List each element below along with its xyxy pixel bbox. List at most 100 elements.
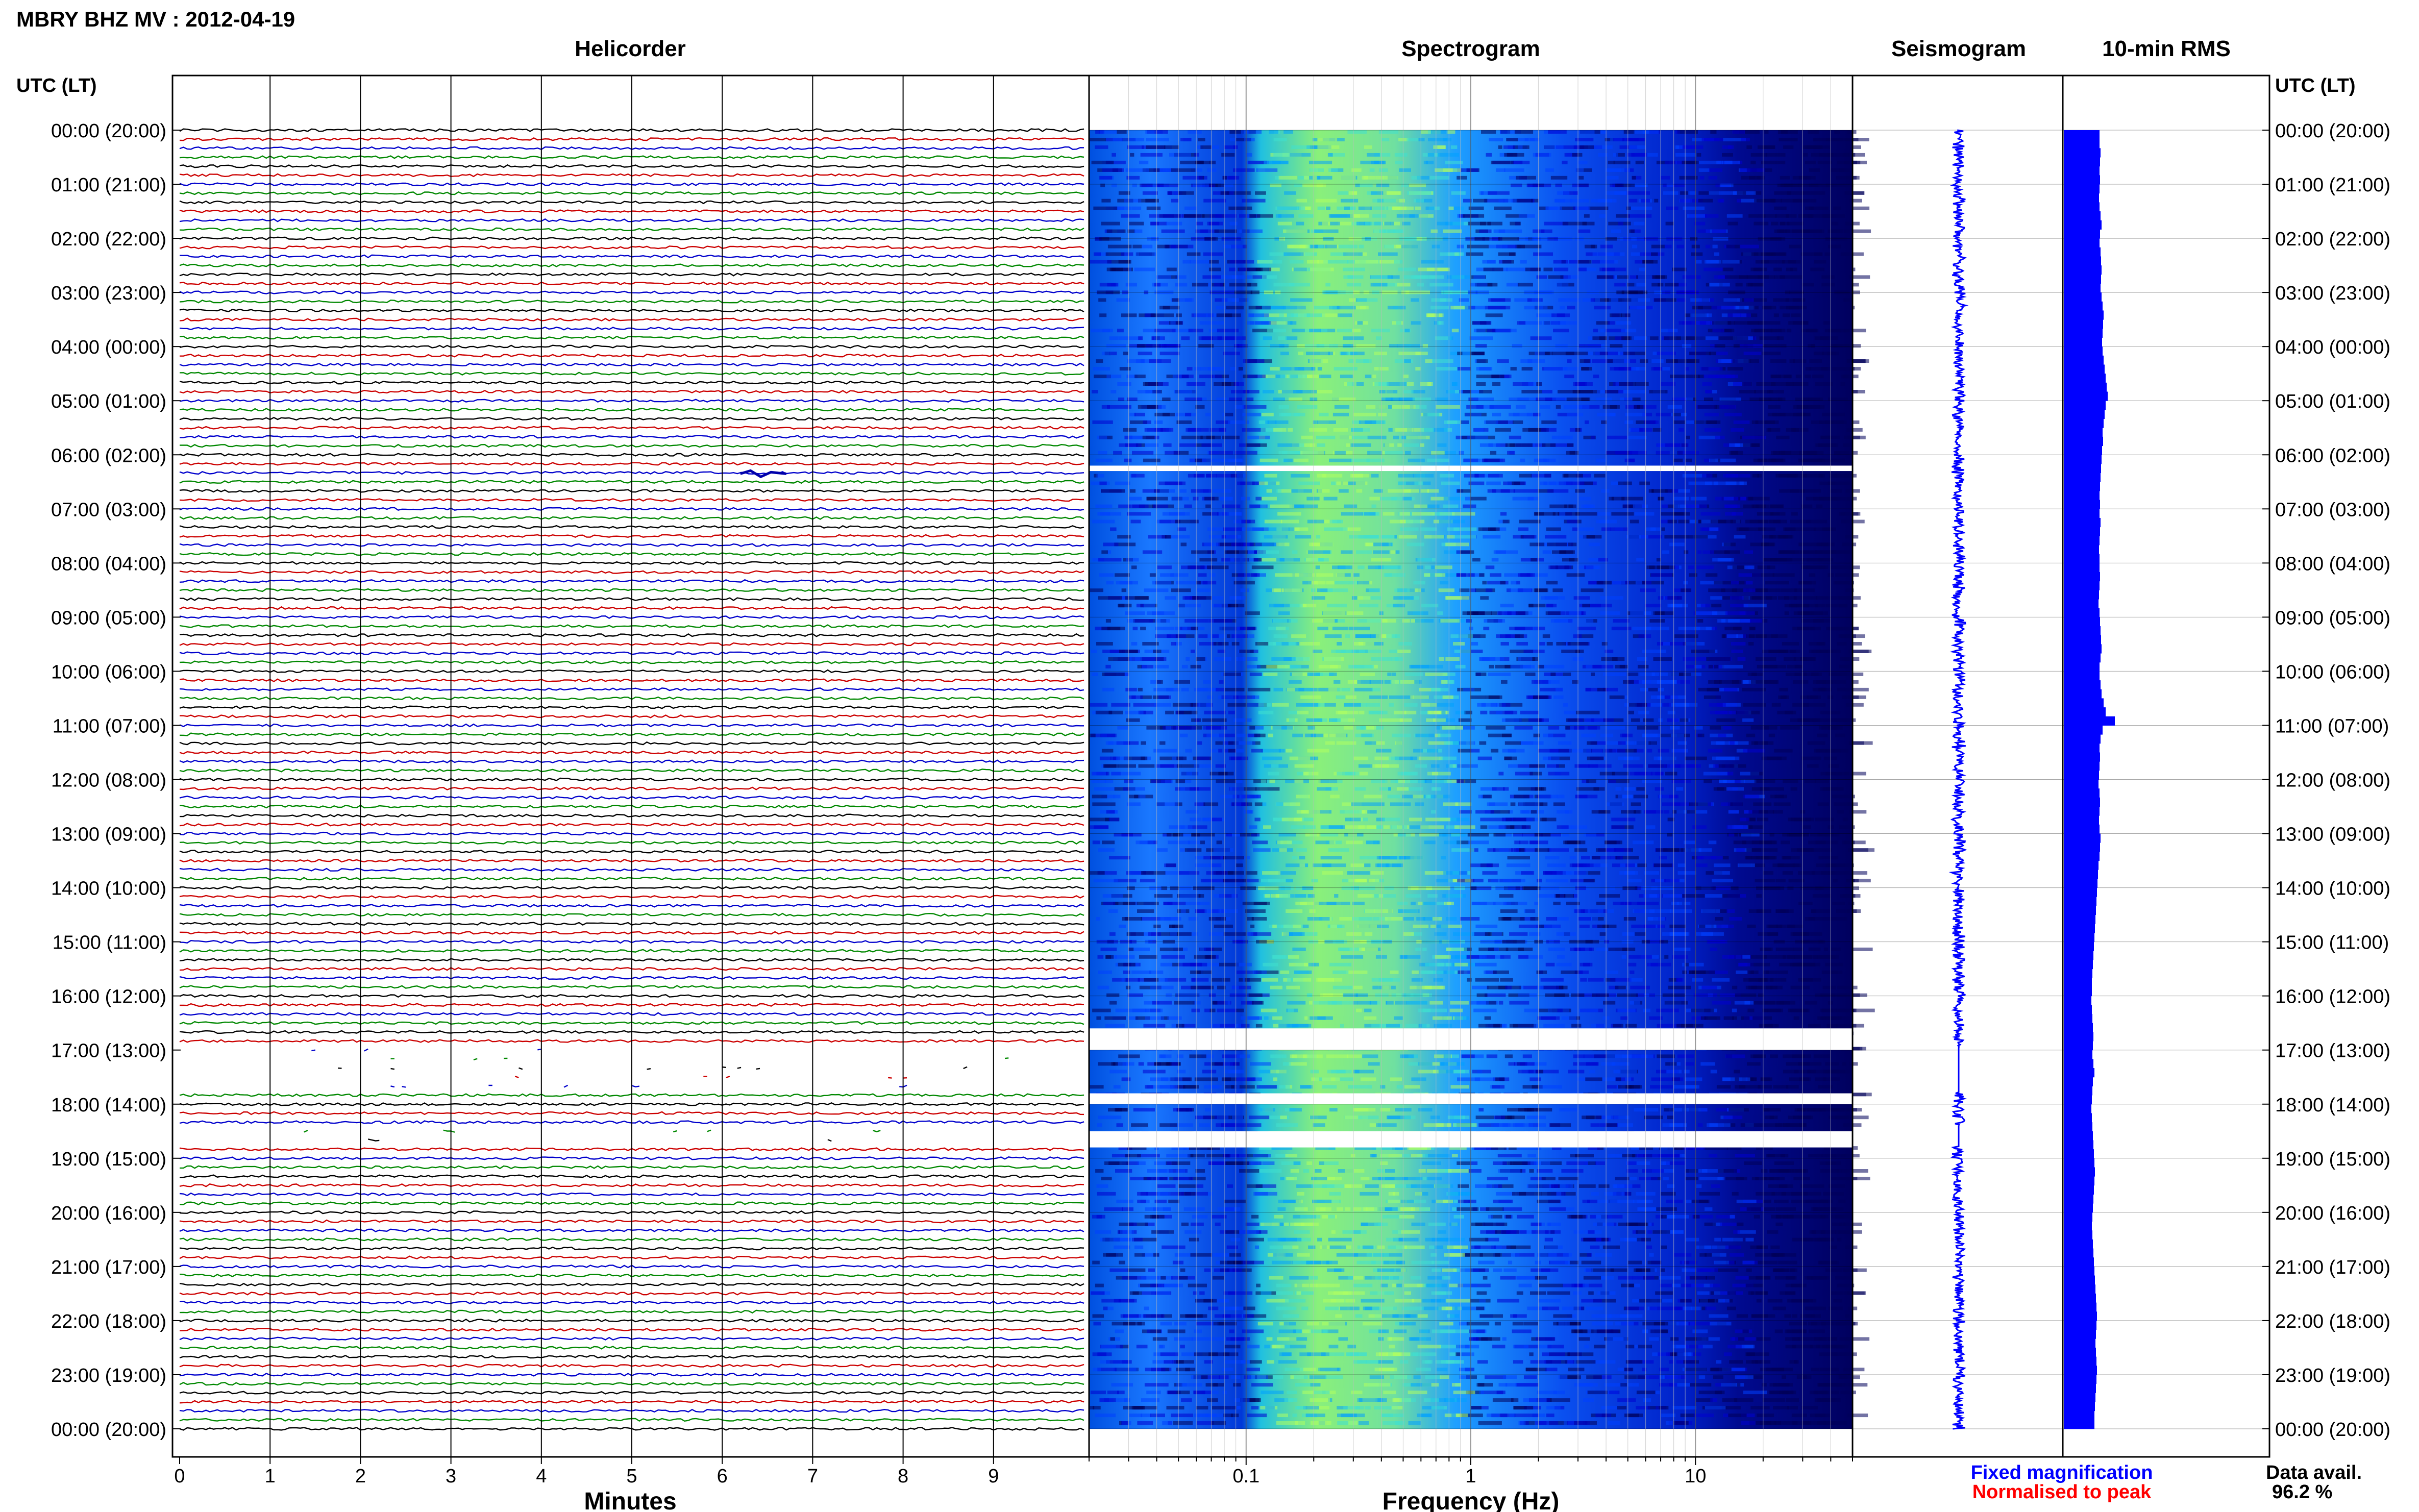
spectrogram-cell — [1738, 894, 1746, 898]
spectrogram-title: Spectrogram — [1401, 36, 1540, 61]
spectrogram-cell — [1849, 367, 1861, 371]
spectrogram-cell — [1635, 160, 1644, 164]
spectrogram-cell — [1542, 634, 1550, 638]
spectrogram-cell — [1490, 810, 1510, 814]
spectrogram-cell — [1632, 627, 1651, 631]
spectrogram-cell — [1779, 687, 1788, 691]
spectrogram-cell — [1228, 741, 1239, 745]
spectrogram-cell — [1137, 390, 1161, 393]
spectrogram-cell — [1129, 497, 1142, 501]
spectrogram-cell — [1176, 313, 1182, 317]
spectrogram-cell — [1773, 802, 1791, 806]
spectrogram-cell — [1690, 237, 1698, 241]
spectrogram-cell — [1502, 519, 1510, 524]
spectrogram-cell — [1138, 199, 1155, 203]
spectrogram-cell — [1679, 428, 1684, 432]
spectrogram-cell — [1667, 718, 1679, 722]
spectrogram-cell — [1197, 138, 1205, 141]
spectrogram-cell — [1651, 886, 1673, 890]
spectrogram-cell — [1421, 260, 1444, 264]
spectrogram-cell — [1534, 588, 1548, 592]
spectrogram-cell — [1774, 749, 1793, 753]
spectrogram-cell — [1525, 611, 1533, 615]
spectrogram-cell — [1357, 321, 1363, 325]
spectrogram-cell — [1727, 367, 1743, 371]
spectrogram-cell — [1149, 886, 1162, 890]
spectrogram-cell — [1493, 833, 1506, 837]
spectrogram-cell — [1825, 237, 1847, 241]
spectrogram-cell — [1834, 290, 1849, 294]
spectrogram-cell — [1118, 604, 1132, 608]
spectrogram-cell — [1811, 871, 1830, 875]
spectrogram-cell — [1294, 817, 1304, 822]
spectrogram-cell — [1468, 840, 1489, 845]
spectrogram-cell — [1581, 733, 1596, 737]
spectrogram-cell — [1409, 825, 1429, 829]
spectrogram-cell — [1434, 695, 1449, 699]
spectrogram-cell — [1429, 283, 1453, 287]
spectrogram-cell — [1230, 558, 1249, 562]
spectrogram-cell — [1712, 244, 1718, 249]
spectrogram-cell — [1282, 588, 1302, 592]
spectrogram-cell — [1542, 390, 1552, 393]
spectrogram-cell — [1360, 672, 1375, 676]
spectrogram-cell — [1789, 306, 1803, 310]
spectrogram-cell — [1561, 650, 1580, 653]
spectrogram-cell — [1235, 741, 1255, 745]
spectrogram-cell — [1474, 474, 1485, 478]
spectrogram-cell — [1839, 672, 1864, 676]
spectrogram-cell — [1491, 879, 1512, 883]
spectrogram-cell — [1786, 428, 1796, 432]
spectrogram-cell — [1651, 283, 1660, 287]
spectrogram-cell — [1553, 329, 1569, 333]
spectrogram-cell — [1344, 206, 1350, 210]
spectrogram-cell — [1780, 695, 1787, 699]
spectrogram-cell — [1496, 443, 1508, 447]
spectrogram-cell — [1401, 290, 1410, 294]
spectrogram-cell — [1357, 298, 1378, 302]
spectrogram-cell — [1780, 221, 1786, 226]
spectrogram-cell — [1608, 160, 1615, 164]
spectrogram-cell — [1732, 474, 1750, 478]
spectrogram-cell — [1635, 260, 1644, 264]
spectrogram-cell — [1400, 527, 1419, 531]
spectrogram-cell — [1504, 153, 1524, 157]
spectrogram-cell — [1558, 321, 1577, 325]
spectrogram-cell — [1247, 687, 1271, 691]
spectrogram-cell — [1387, 382, 1407, 386]
spectrogram-cell — [1186, 382, 1205, 386]
spectrogram-cell — [1757, 145, 1775, 149]
spectrogram-cell — [1837, 687, 1853, 691]
spectrogram-cell — [1842, 817, 1848, 822]
spectrogram-cell — [1743, 352, 1762, 356]
spectrogram-cell — [1235, 695, 1255, 699]
spectrogram-cell — [1682, 160, 1699, 164]
spectrogram-cell — [1245, 611, 1260, 615]
spectrogram-cell — [1143, 458, 1161, 462]
spectrogram-cell — [1145, 443, 1159, 447]
spectrogram-cell — [1357, 894, 1374, 898]
spectrogram-cell — [1672, 412, 1681, 416]
spectrogram-cell — [1787, 221, 1804, 226]
spectrogram-cell — [1436, 451, 1456, 455]
spectrogram-cell — [1493, 550, 1506, 554]
spectrogram-cell — [1353, 412, 1376, 416]
spectrogram-cell — [1609, 886, 1615, 890]
spectrogram-cell — [1191, 237, 1211, 241]
spectrogram-cell — [1736, 710, 1760, 714]
spectrogram-cell — [1685, 848, 1701, 852]
spectrogram-cell — [1427, 772, 1451, 776]
spectrogram-cell — [1192, 283, 1208, 287]
spectrogram-cell — [1631, 718, 1640, 722]
spectrogram-cell — [1848, 359, 1866, 363]
spectrogram-cell — [1095, 710, 1113, 714]
spectrogram-cell — [1126, 558, 1139, 562]
spectrogram-cell — [1299, 206, 1312, 210]
spectrogram-cell — [1405, 672, 1423, 676]
spectrogram-cell — [1163, 306, 1170, 310]
spectrogram-cell — [1565, 352, 1588, 356]
spectrogram-cell — [1484, 199, 1504, 203]
spectrogram-cell — [1814, 749, 1828, 753]
spectrogram-cell — [1531, 474, 1551, 478]
spectrogram-cell — [1550, 176, 1568, 180]
